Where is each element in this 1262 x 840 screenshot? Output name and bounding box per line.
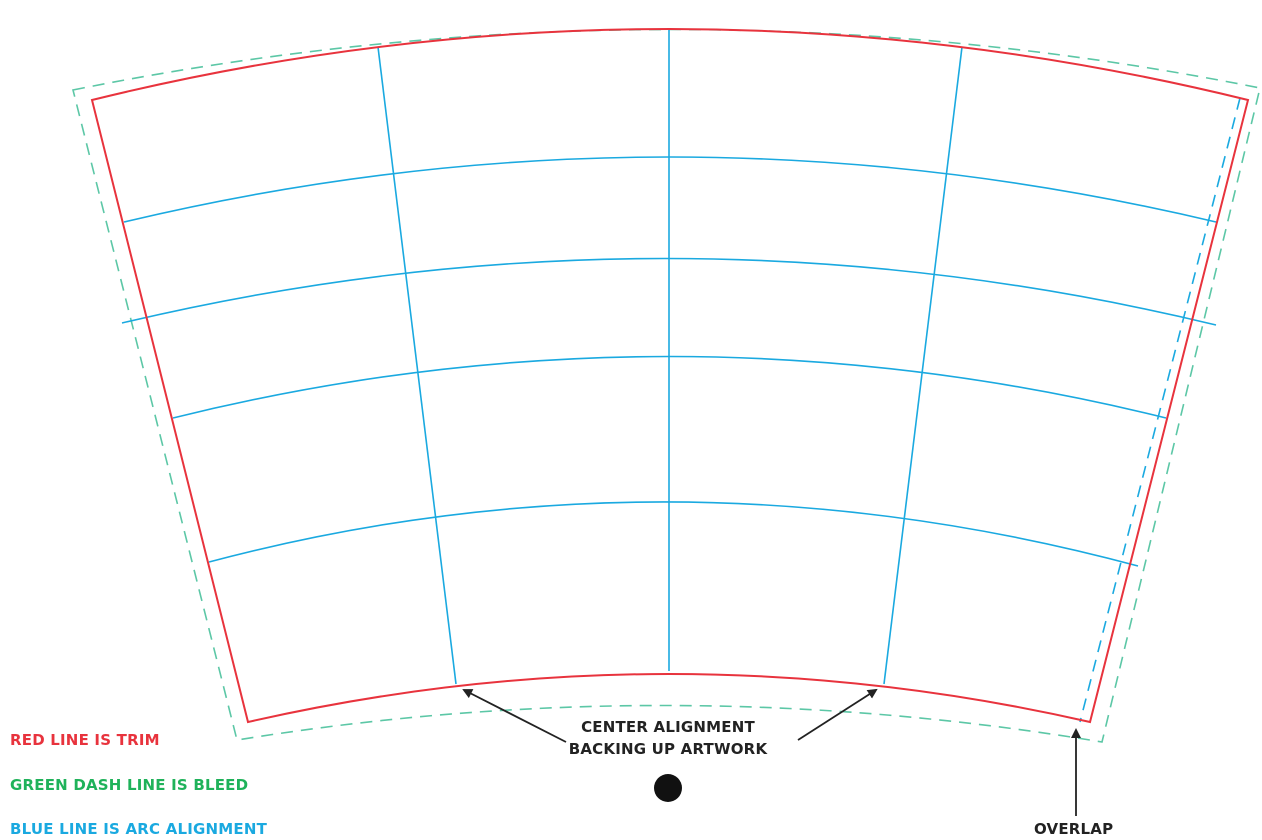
center-alignment-line-1: CENTER ALIGNMENT bbox=[581, 718, 755, 736]
center-dot bbox=[654, 774, 682, 802]
arc-line-4 bbox=[208, 501, 1139, 567]
trim-line bbox=[90, 28, 1250, 724]
arc-alignment-lines bbox=[121, 28, 1217, 685]
overlap-label: OVERLAP bbox=[1034, 820, 1114, 838]
radial-line-left bbox=[377, 46, 457, 685]
arrow-right bbox=[797, 688, 878, 741]
arc-line-1 bbox=[123, 156, 1217, 223]
center-alignment-line-2: BACKING UP ARTWORK bbox=[568, 740, 768, 758]
arrow-left bbox=[462, 689, 567, 743]
legend-arc: BLUE LINE IS ARC ALIGNMENT bbox=[10, 820, 268, 838]
bleed-line bbox=[72, 28, 1261, 743]
overlap-dash-line bbox=[1079, 97, 1241, 723]
legend-trim: RED LINE IS TRIM bbox=[10, 731, 160, 749]
center-alignment-arrows bbox=[462, 688, 878, 743]
radial-line-right bbox=[883, 46, 963, 685]
legend-bleed: GREEN DASH LINE IS BLEED bbox=[10, 776, 249, 794]
center-alignment-label: CENTER ALIGNMENT BACKING UP ARTWORK bbox=[538, 716, 798, 760]
